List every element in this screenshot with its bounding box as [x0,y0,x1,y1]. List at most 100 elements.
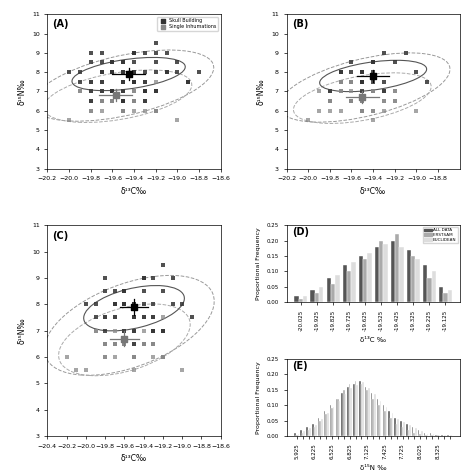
Bar [333,407,334,436]
Point [120,327,128,335]
Bar [361,383,362,436]
Point [369,117,377,124]
Point [120,327,128,335]
Point [380,88,388,95]
Point [152,39,159,47]
Point [380,49,388,56]
Bar [424,433,425,436]
Point [119,88,127,95]
Text: (B): (B) [292,19,308,29]
Point [130,78,138,85]
Point [130,340,138,347]
Point [141,97,149,105]
Point [140,327,147,335]
Bar [343,265,347,302]
Point [111,340,118,347]
Bar [341,393,343,436]
Point [337,107,345,115]
Point [120,287,128,295]
Bar [418,430,419,436]
Point [101,340,109,347]
Point [111,301,118,308]
Point [184,78,192,85]
Point [358,107,366,115]
Point [358,107,366,115]
Point [149,327,157,335]
Point [163,49,170,56]
Point [109,68,116,76]
Point [98,59,105,66]
Point [391,88,399,95]
Point [111,340,118,347]
Point [87,88,94,95]
Bar [371,393,373,436]
Point [369,59,377,66]
Point [141,88,149,95]
Bar [403,422,405,436]
Point [119,88,127,95]
Bar [300,430,302,436]
Point [149,340,157,347]
Point [109,59,116,66]
Point [101,353,109,361]
Point [140,340,147,347]
Point [423,78,431,85]
Point [109,97,116,105]
Point [87,78,94,85]
Point [358,97,366,105]
Point [152,88,159,95]
Point [130,327,138,335]
Point [87,97,94,105]
Point [109,68,116,76]
Point [130,107,138,115]
Point [101,327,109,335]
Point [141,78,149,85]
Bar [400,247,404,302]
Bar [411,256,415,302]
Point [173,59,181,66]
Legend: Skull Building, Single Inhumations: Skull Building, Single Inhumations [157,17,218,30]
Bar [336,399,337,436]
Point [348,78,356,85]
Point [140,340,147,347]
Bar [306,427,308,436]
Point [120,287,128,295]
Bar [402,427,403,436]
Bar [308,430,310,436]
Point [152,68,159,76]
Bar [318,418,319,436]
Point [358,97,366,105]
Point [152,49,159,56]
Text: (A): (A) [53,19,69,29]
Point [159,287,167,295]
Bar [350,388,352,436]
Bar [373,399,374,436]
Point [119,107,127,115]
Bar [433,434,434,436]
Point [120,327,128,335]
Bar [362,382,364,436]
Point [130,97,138,105]
Point [119,88,127,95]
Point [87,97,94,105]
Point [358,78,366,85]
Point [173,68,181,76]
Text: (D): (D) [292,228,309,237]
Point [140,340,147,347]
Point [380,88,388,95]
Point [109,68,116,76]
Bar [299,299,303,302]
Point [109,88,116,95]
Point [149,340,157,347]
Point [130,78,138,85]
Point [141,97,149,105]
Point [369,88,377,95]
Point [141,88,149,95]
Point [101,340,109,347]
Point [130,68,138,76]
Bar [310,290,315,302]
Point [109,88,116,95]
Bar [374,394,375,436]
Bar [443,293,447,302]
Point [101,287,109,295]
